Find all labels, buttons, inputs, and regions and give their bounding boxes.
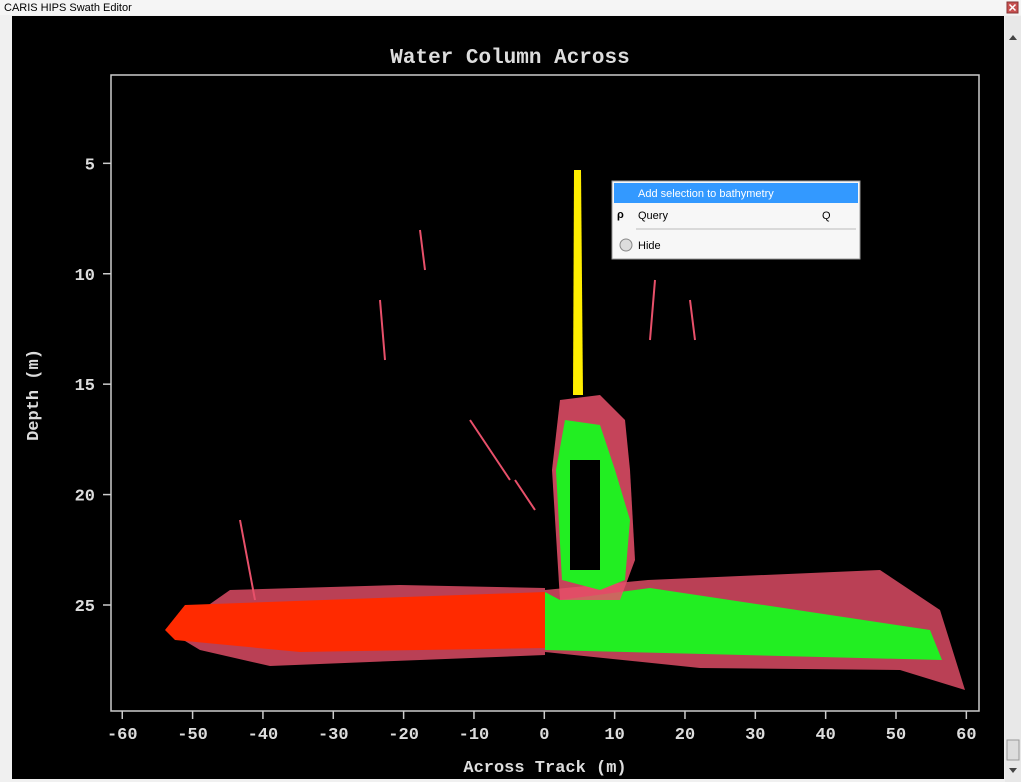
- x-tick-label: -20: [388, 726, 419, 745]
- y-tick-label: 15: [75, 377, 95, 396]
- hide-icon: [620, 239, 632, 251]
- x-tick-label: -10: [459, 726, 490, 745]
- x-tick-label: 10: [604, 726, 624, 745]
- context-menu: Add selection to bathymetry ρ Query Q Hi…: [612, 181, 860, 259]
- x-tick-label: 50: [886, 726, 906, 745]
- menu-item[interactable]: Add selection to bathymetry: [638, 188, 774, 200]
- x-tick-label: -30: [318, 726, 349, 745]
- x-tick-label: 60: [956, 726, 976, 745]
- y-axis-label: Depth (m): [25, 349, 44, 441]
- menu-item[interactable]: Hide: [638, 240, 661, 252]
- chart-title: Water Column Across: [390, 47, 629, 70]
- app-window: CARIS HIPS Swath Editor Water Column Acr…: [0, 0, 1021, 782]
- x-tick-label: -60: [107, 726, 138, 745]
- scroll-thumb[interactable]: [1007, 740, 1019, 760]
- x-axis-label: Across Track (m): [463, 759, 626, 778]
- x-tick-label: 20: [675, 726, 695, 745]
- x-tick-label: -40: [248, 726, 279, 745]
- y-tick-label: 20: [75, 488, 95, 507]
- title-bar: [0, 0, 1021, 15]
- scrollbar[interactable]: [1005, 16, 1021, 782]
- y-tick-label: 5: [85, 156, 95, 175]
- x-tick-label: 0: [539, 726, 549, 745]
- menu-shortcut: Q: [822, 210, 831, 222]
- menu-item[interactable]: Query: [638, 210, 668, 222]
- x-tick-label: 30: [745, 726, 765, 745]
- x-tick-label: 40: [815, 726, 835, 745]
- x-tick-label: -50: [177, 726, 208, 745]
- y-tick-label: 25: [75, 598, 95, 617]
- query-icon: ρ: [617, 209, 624, 221]
- y-tick-label: 10: [75, 267, 95, 286]
- window-title: CARIS HIPS Swath Editor: [4, 2, 132, 14]
